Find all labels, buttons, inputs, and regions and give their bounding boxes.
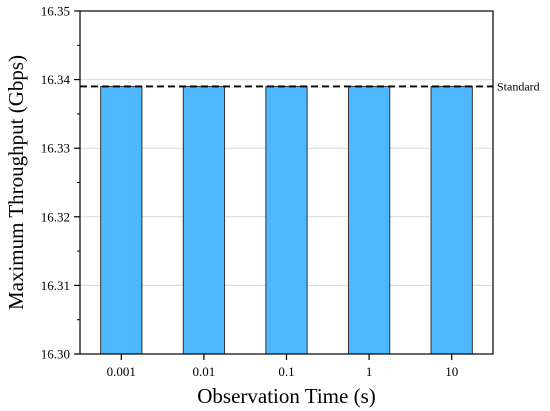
x-tick-label: 0.01 [193, 364, 216, 379]
y-axis-title: Maximum Throughput (Gbps) [4, 55, 28, 310]
standard-reference-label: Standard [497, 79, 540, 93]
bar [100, 85, 143, 355]
bar [430, 85, 473, 355]
x-tick-label: 0.1 [278, 364, 294, 379]
bars [100, 85, 473, 355]
x-axis: 0.001 0.01 0.1 1 10 [107, 354, 458, 379]
bar [265, 85, 308, 355]
y-axis: 16.30 16.31 16.32 16.33 16.34 16.35 [41, 4, 80, 362]
x-axis-title: Observation Time (s) [197, 384, 376, 408]
bar [182, 85, 226, 355]
bar [347, 85, 391, 355]
y-tick-label: 16.35 [41, 4, 70, 19]
y-tick-label: 16.33 [41, 141, 70, 156]
y-tick-label: 16.31 [41, 278, 70, 293]
x-tick-label: 1 [366, 364, 373, 379]
y-tick-label: 16.32 [41, 209, 70, 224]
x-tick-label: 0.001 [107, 364, 136, 379]
y-tick-label: 16.30 [41, 347, 70, 362]
reference-line-group: Standard [80, 79, 540, 93]
x-tick-label: 10 [445, 364, 458, 379]
y-tick-label: 16.34 [41, 72, 71, 87]
